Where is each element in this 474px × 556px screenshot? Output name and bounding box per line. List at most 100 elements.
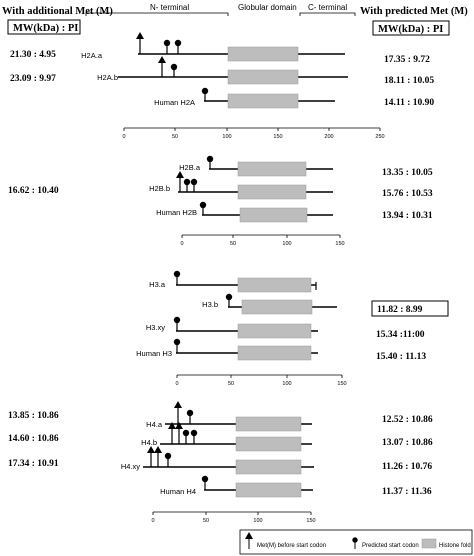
- h2a-tick-2: 100: [222, 134, 231, 140]
- h3-tick-3: 150: [337, 381, 346, 387]
- h2b-b-fold: [237, 184, 307, 200]
- h4-tick-3: 150: [306, 518, 315, 524]
- human-h2b-start-marker: [199, 201, 207, 215]
- h3-xy-fold: [237, 323, 312, 339]
- h3-b-fold: [241, 299, 313, 315]
- region-n-terminal: N- terminal: [150, 3, 189, 12]
- h2b-a-start-marker: [206, 155, 214, 169]
- h4-b-label: H4.b: [141, 438, 157, 447]
- h2b-left-value: 16.62 : 10.40: [8, 186, 59, 196]
- h2a-tick-4: 200: [324, 134, 333, 140]
- h2b-tick-1: 50: [230, 241, 236, 247]
- h2a-b-right-value: 18.11 : 10.05: [384, 76, 434, 86]
- h2b-tick-2: 100: [282, 241, 291, 247]
- h2b-group: H2B.a H2B.b Human H2B 0: [8, 155, 433, 247]
- legend-fold-swatch: [421, 538, 437, 549]
- h2a-axis: [123, 127, 381, 131]
- human-h2b-right-value: 13.94 : 10.31: [382, 211, 433, 221]
- h2a-tick-1: 50: [172, 134, 178, 140]
- h4-b-left-value: 14.60 : 10.86: [8, 434, 59, 444]
- h4-b-met-markers: [168, 422, 183, 444]
- h2b-a-fold: [237, 161, 307, 177]
- legend-met-label: Met(M) before start codon: [257, 543, 326, 549]
- h4-a-left-value: 13.85 : 10.86: [8, 411, 59, 421]
- h4-b-start-markers: [182, 429, 198, 444]
- h3-b-label: H3.b: [202, 300, 218, 309]
- h4-tick-1: 50: [203, 518, 209, 524]
- h2b-tick-3: 150: [335, 241, 344, 247]
- h2a-group: H2A.a H2A.b Human H2A: [10, 32, 434, 140]
- region-brackets: [85, 12, 356, 16]
- h3-xy-right-value: 15.34 :11:00: [376, 330, 425, 340]
- header-right-box-label: MW(kDa) : PI: [378, 24, 443, 35]
- human-h2a-start-marker: [201, 87, 209, 101]
- h3-tick-2: 100: [282, 381, 291, 387]
- human-h2a-fold: [227, 93, 299, 109]
- h3-b-right-value: 11.82 : 8.99: [377, 305, 423, 315]
- legend-box: [239, 529, 473, 555]
- h4-a-label: H4.a: [146, 420, 163, 429]
- h4-b-fold: [235, 436, 302, 452]
- human-h4-fold: [235, 482, 302, 498]
- h3-b-start-marker: [225, 293, 233, 307]
- h2a-b-met-marker: [158, 56, 166, 77]
- h2b-b-start-markers: [183, 178, 198, 192]
- h4-group: H4.a H4.b H4.xy: [8, 401, 433, 524]
- h2a-b-fold: [227, 69, 299, 85]
- h4-tick-2: 100: [253, 518, 262, 524]
- human-h3-start-marker: [173, 338, 181, 353]
- h2a-b-start-marker: [170, 63, 178, 77]
- human-h4-label: Human H4: [160, 487, 196, 496]
- h4-xy-right-value: 11.26 : 10.76: [382, 462, 432, 472]
- region-globular: Globular domain: [238, 3, 297, 12]
- h2a-b-left-value: 23.09 : 9.97: [10, 74, 56, 84]
- h2a-a-start-markers: [163, 39, 182, 54]
- h2b-a-label: H2B.a: [179, 163, 201, 172]
- legend: Met(M) before start codon Predicted star…: [239, 529, 473, 555]
- human-h2a-right-value: 14.11 : 10.90: [384, 98, 434, 108]
- h2a-a-right-value: 17.35 : 9.72: [384, 55, 430, 65]
- h2a-a-fold: [227, 46, 299, 62]
- human-h3-label: Human H3: [136, 349, 172, 358]
- header-left: With additional Met (M): [2, 6, 113, 17]
- h2a-a-label: H2A.a: [81, 51, 103, 60]
- h3-a-fold: [237, 277, 312, 293]
- h4-tick-0: 0: [151, 518, 154, 524]
- h4-xy-fold: [235, 459, 302, 475]
- human-h4-right-value: 11.37 : 11.36: [382, 487, 432, 497]
- h4-b-right-value: 13.07 : 10.86: [382, 438, 433, 448]
- h2b-a-right-value: 13.35 : 10.05: [382, 168, 433, 178]
- header-left-box: [7, 19, 81, 35]
- h2a-a-left-value: 21.30 : 4.95: [10, 50, 56, 60]
- h2b-axis: [181, 234, 341, 238]
- legend-fold-label: Histone fold: [439, 543, 471, 549]
- h4-xy-left-value: 17.34 : 10.91: [8, 459, 59, 469]
- h2a-tick-0: 0: [122, 134, 125, 140]
- h3-a-label: H3.a: [149, 280, 166, 289]
- h2b-b-met-marker: [176, 171, 184, 192]
- h3-b-value-box: [371, 300, 449, 317]
- h2a-a-met-marker: [136, 32, 144, 54]
- human-h2b-label: Human H2B: [156, 208, 197, 217]
- human-h2a-label: Human H2A: [154, 98, 195, 107]
- h3-group: H3.a H3.b H3.xy Human H3: [136, 270, 449, 387]
- header-left-box-label: MW(kDa) : PI: [13, 23, 78, 34]
- h4-a-right-value: 12.52 : 10.86: [382, 415, 433, 425]
- legend-predicted-label: Predicted start codon: [362, 543, 419, 549]
- h3-axis: [176, 374, 343, 378]
- header-right: With predicted Met (M): [360, 6, 468, 17]
- h3-xy-label: H3.xy: [146, 323, 165, 332]
- human-h3-fold: [237, 345, 312, 361]
- h2b-b-label: H2B.b: [149, 184, 170, 193]
- legend-predicted-icon: [352, 537, 358, 549]
- human-h2b-fold: [239, 207, 308, 223]
- h4-a-start-marker: [186, 409, 194, 424]
- h3-xy-start-marker: [173, 316, 181, 331]
- h4-a-fold: [235, 416, 302, 432]
- legend-met-icon: [245, 532, 253, 549]
- h4-a-met-marker: [174, 401, 182, 424]
- h4-axis: [152, 511, 312, 515]
- h2a-tick-5: 250: [375, 134, 384, 140]
- h4-xy-label: H4.xy: [121, 462, 140, 471]
- h2a-b-label: H2A.b: [97, 73, 118, 82]
